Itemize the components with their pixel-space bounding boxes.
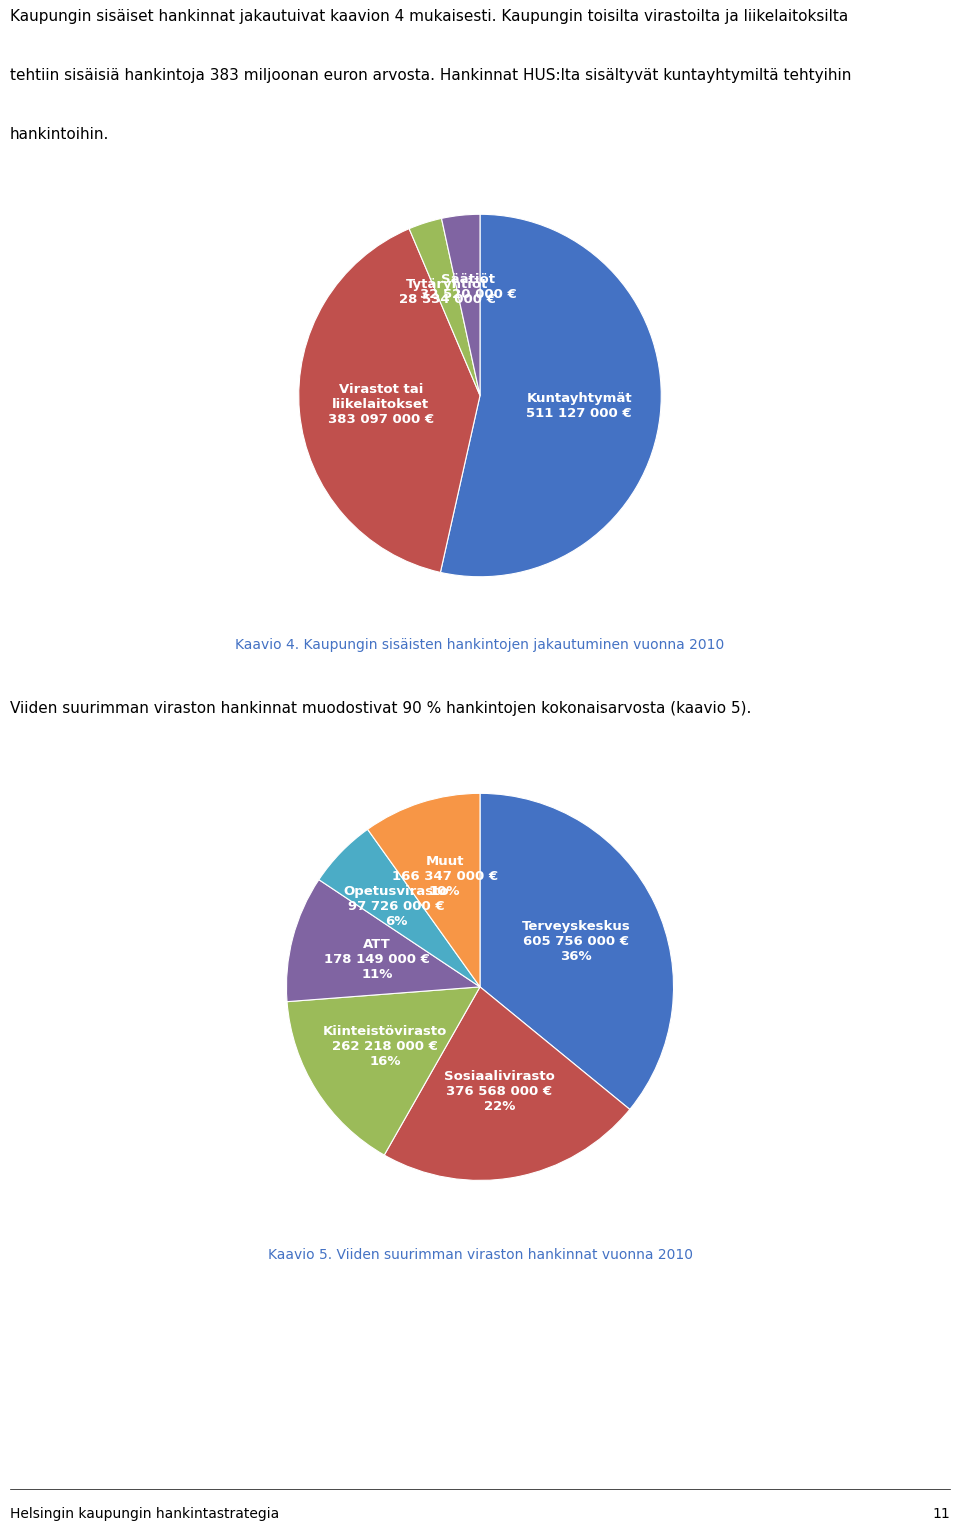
Text: Terveyskeskus
605 756 000 €
36%: Terveyskeskus 605 756 000 € 36% bbox=[522, 920, 631, 963]
Text: 11: 11 bbox=[933, 1507, 950, 1522]
Text: Tytäryhtiöt
28 534 000 €: Tytäryhtiöt 28 534 000 € bbox=[398, 278, 495, 306]
Text: Helsingin kaupungin hankintastrategia: Helsingin kaupungin hankintastrategia bbox=[10, 1507, 278, 1522]
Wedge shape bbox=[480, 794, 674, 1109]
Text: Kuntayhtymät
511 127 000 €: Kuntayhtymät 511 127 000 € bbox=[526, 393, 632, 421]
Wedge shape bbox=[409, 218, 480, 396]
Text: Virastot tai
liikelaitokset
383 097 000 €: Virastot tai liikelaitokset 383 097 000 … bbox=[327, 382, 434, 425]
Text: tehtiin sisäisiä hankintoja 383 miljoonan euron arvosta. Hankinnat HUS:lta sisäl: tehtiin sisäisiä hankintoja 383 miljoona… bbox=[10, 68, 851, 83]
Text: Sosiaalivirasto
376 568 000 €
22%: Sosiaalivirasto 376 568 000 € 22% bbox=[444, 1071, 555, 1114]
Text: hankintoihin.: hankintoihin. bbox=[10, 127, 109, 143]
Text: Viiden suurimman viraston hankinnat muodostivat 90 % hankintojen kokonaisarvosta: Viiden suurimman viraston hankinnat muod… bbox=[10, 700, 751, 716]
Text: Kaavio 5. Viiden suurimman viraston hankinnat vuonna 2010: Kaavio 5. Viiden suurimman viraston hank… bbox=[268, 1247, 692, 1263]
Wedge shape bbox=[319, 829, 480, 988]
Text: Säätiöt
32 520 000 €: Säätiöt 32 520 000 € bbox=[420, 273, 516, 301]
Wedge shape bbox=[442, 214, 480, 396]
Text: Opetusvirasto
97 726 000 €
6%: Opetusvirasto 97 726 000 € 6% bbox=[344, 885, 449, 928]
Text: Kaupungin sisäiset hankinnat jakautuivat kaavion 4 mukaisesti. Kaupungin toisilt: Kaupungin sisäiset hankinnat jakautuivat… bbox=[10, 9, 848, 25]
Wedge shape bbox=[441, 214, 661, 576]
Wedge shape bbox=[299, 229, 480, 573]
Wedge shape bbox=[368, 794, 480, 988]
Text: Kaavio 4. Kaupungin sisäisten hankintojen jakautuminen vuonna 2010: Kaavio 4. Kaupungin sisäisten hankintoje… bbox=[235, 637, 725, 653]
Wedge shape bbox=[286, 880, 480, 1001]
Wedge shape bbox=[287, 988, 480, 1155]
Text: Kiinteistövirasto
262 218 000 €
16%: Kiinteistövirasto 262 218 000 € 16% bbox=[323, 1026, 447, 1069]
Wedge shape bbox=[384, 988, 630, 1180]
Text: Muut
166 347 000 €
10%: Muut 166 347 000 € 10% bbox=[392, 856, 497, 897]
Text: ATT
178 149 000 €
11%: ATT 178 149 000 € 11% bbox=[324, 938, 430, 982]
